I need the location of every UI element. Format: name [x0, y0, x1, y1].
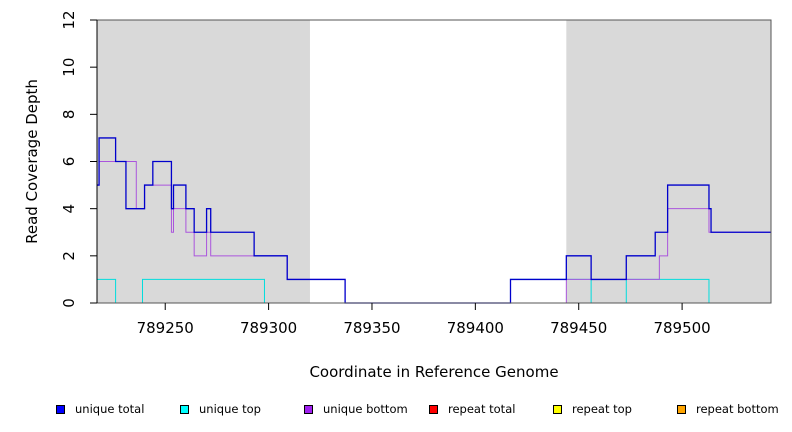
y-tick-label: 4 [60, 204, 78, 214]
legend-swatch [677, 404, 686, 414]
legend-item-repeat-top: repeat top [553, 400, 632, 418]
y-tick-label: 8 [60, 110, 78, 120]
x-tick-label: 789400 [447, 319, 504, 337]
x-tick-label: 789500 [653, 319, 710, 337]
coverage-chart: 789250 789300 789350 789400 789450 789500 0 2 4… [23, 10, 772, 381]
y-tick-label: 0 [60, 298, 78, 308]
shaded-region [566, 20, 771, 303]
legend-item-unique-bottom: unique bottom [304, 400, 408, 418]
y-tick-label: 2 [60, 251, 78, 261]
x-axis: 789250 789300 789350 789400 789450 789500 [137, 303, 711, 337]
x-tick-label: 789300 [240, 319, 297, 337]
legend-swatch [553, 404, 562, 414]
shaded-regions [97, 20, 771, 303]
x-tick-label: 789450 [550, 319, 607, 337]
legend: unique total unique top unique bottom re… [0, 400, 792, 420]
y-tick-label: 6 [60, 157, 78, 167]
y-axis: 0 2 4 6 8 10 12 [60, 10, 98, 308]
legend-swatch [429, 404, 438, 414]
x-tick-label: 789350 [343, 319, 400, 337]
y-tick-label: 12 [60, 10, 78, 29]
legend-label: repeat bottom [696, 402, 779, 416]
legend-swatch [304, 404, 313, 414]
legend-label: unique top [199, 402, 261, 416]
legend-item-repeat-total: repeat total [429, 400, 515, 418]
x-axis-title: Coordinate in Reference Genome [309, 363, 558, 381]
legend-label: repeat total [448, 402, 516, 416]
y-axis-title: Read Coverage Depth [23, 79, 41, 244]
legend-swatch [56, 404, 65, 414]
series-line-unique-total [97, 137, 771, 304]
y-tick-label: 10 [60, 58, 78, 77]
legend-swatch [180, 404, 189, 414]
legend-item-repeat-bottom: repeat bottom [677, 400, 779, 418]
x-tick-label: 789250 [137, 319, 194, 337]
legend-item-unique-total: unique total [56, 400, 144, 418]
legend-label: unique total [75, 402, 145, 416]
legend-label: repeat top [572, 402, 632, 416]
legend-item-unique-top: unique top [180, 400, 261, 418]
legend-label: unique bottom [323, 402, 408, 416]
